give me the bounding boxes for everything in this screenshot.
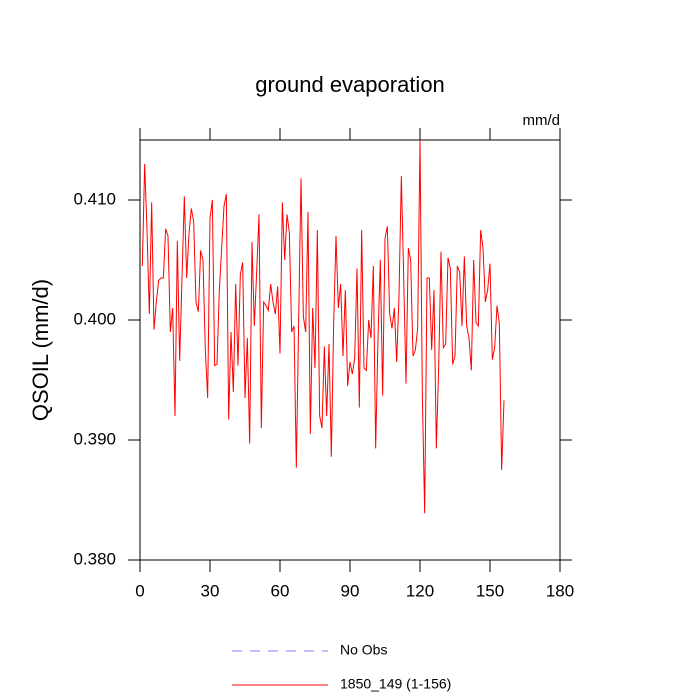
y-tick-label: 0.380 xyxy=(73,549,116,568)
chart-title: ground evaporation xyxy=(255,72,445,97)
x-tick-label: 150 xyxy=(476,581,504,600)
y-tick-label: 0.400 xyxy=(73,309,116,328)
y-tick-label: 0.390 xyxy=(73,429,116,448)
y-axis-label: QSOIL (mm/d) xyxy=(28,279,53,421)
x-tick-label: 60 xyxy=(271,581,290,600)
legend-label: 1850_149 (1-156) xyxy=(340,676,451,692)
x-tick-label: 180 xyxy=(546,581,574,600)
x-tick-label: 0 xyxy=(135,581,144,600)
legend-label: No Obs xyxy=(340,642,387,658)
y-tick-label: 0.410 xyxy=(73,189,116,208)
x-tick-label: 90 xyxy=(341,581,360,600)
x-tick-label: 120 xyxy=(406,581,434,600)
x-tick-label: 30 xyxy=(201,581,220,600)
units-label: mm/d xyxy=(523,112,561,129)
data-line xyxy=(141,139,505,514)
